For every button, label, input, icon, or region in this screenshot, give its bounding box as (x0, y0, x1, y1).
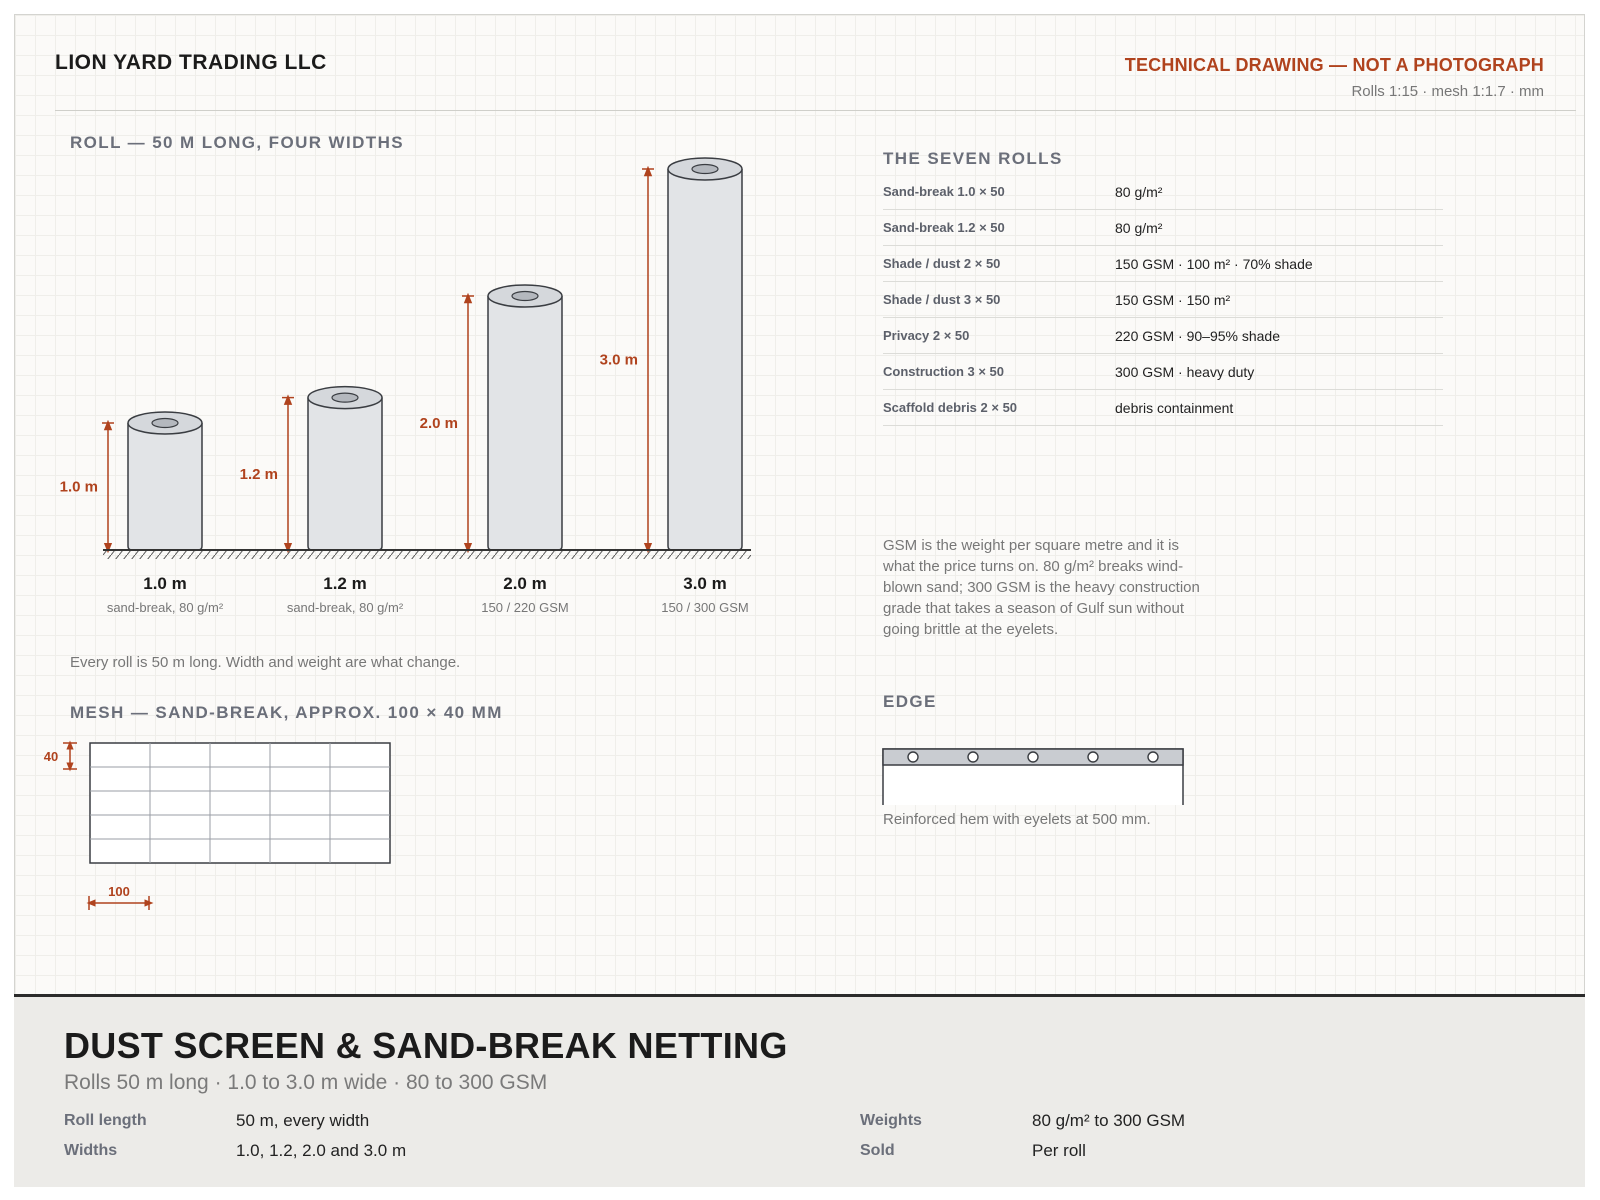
roll-spec-cell: 80 g/m² (1115, 174, 1443, 210)
roll-spec-cell: 150 GSM · 150 m² (1115, 281, 1443, 318)
roll-name-cell: Construction 3 × 50 (883, 353, 1115, 390)
roll-body (127, 423, 203, 551)
roll-elevation-drawing: 1.0 m 1.0 m sand-break, 80 g/m² 1.2 m 1.2 m s… (60, 157, 751, 615)
roll-4: 3.0 m 3.0 m 150 / 300 GSM (600, 157, 749, 615)
roll-spec-cell: 220 GSM · 90–95% shade (1115, 317, 1443, 354)
spec-value-weights: 80 g/m² to 300 GSM (1032, 1111, 1186, 1130)
roll-core (151, 417, 179, 429)
roll-dimension-label: 3.0 m (600, 352, 638, 369)
table-row: Scaffold debris 2 × 50 debris containment (883, 389, 1443, 426)
spec-label-widths: Widths (64, 1142, 118, 1159)
edge-section-title: EDGE (883, 692, 937, 711)
eyelet (907, 751, 919, 763)
spec-value-widths: 1.0, 1.2, 2.0 and 3.0 m (236, 1141, 407, 1160)
roll-2: 1.2 m 1.2 m sand-break, 80 g/m² (240, 385, 404, 615)
roll-spec: sand-break, 80 g/m² (107, 600, 224, 615)
roll-body (307, 397, 383, 551)
table-row: Shade / dust 2 × 50 150 GSM · 100 m² · 70… (883, 245, 1443, 282)
seven-rolls-table: Sand-break 1.0 × 50 80 g/m² Sand-break 1.2… (883, 174, 1443, 426)
mesh-section-title: MESH — SAND-BREAK, APPROX. 100 × 40 MM (70, 703, 503, 722)
drawing-sheet: LION YARD TRADING LLC TECHNICAL DRAWING … (14, 14, 1585, 1187)
roll-core (331, 392, 359, 403)
table-row: Sand-break 1.2 × 50 80 g/m² (883, 209, 1443, 246)
edge-hem-drawing (882, 748, 1184, 805)
roll-spec: 150 / 220 GSM (481, 600, 568, 615)
roll-body (487, 296, 563, 551)
roll-spec-cell: debris containment (1115, 389, 1443, 426)
roll-spec-cell: 80 g/m² (1115, 209, 1443, 246)
mesh-drawing: 40 100 (44, 740, 391, 910)
roll-length-note: Every roll is 50 m long. Width and weigh… (70, 654, 461, 671)
ground-hatch (103, 550, 751, 559)
mesh-height-label: 40 (44, 749, 58, 764)
spec-value-roll-length: 50 m, every width (236, 1111, 370, 1130)
roll-spec-cell: 150 GSM · 100 m² · 70% shade (1115, 245, 1443, 282)
spec-value-sold: Per roll (1032, 1141, 1086, 1160)
roll-spec: 150 / 300 GSM (661, 600, 748, 615)
roll-1: 1.0 m 1.0 m sand-break, 80 g/m² (60, 411, 224, 615)
roll-spec-cell: 300 GSM · heavy duty (1115, 353, 1443, 390)
roll-name-cell: Privacy 2 × 50 (883, 317, 1115, 354)
roll-section-title: ROLL — 50 M LONG, FOUR WIDTHS (70, 133, 405, 152)
roll-dimension-label: 2.0 m (420, 415, 458, 432)
spec-label-roll-length: Roll length (64, 1112, 147, 1129)
eyelet (1027, 751, 1039, 763)
eyelet (967, 751, 979, 763)
roll-dimension-label: 1.0 m (60, 479, 98, 496)
mesh-width-label: 100 (108, 884, 130, 899)
seven-rolls-title: THE SEVEN ROLLS (883, 149, 1063, 168)
header-divider (55, 110, 1576, 111)
roll-name-cell: Sand-break 1.0 × 50 (883, 174, 1115, 210)
roll-width-name: 3.0 m (683, 574, 726, 593)
scale-note: Rolls 1:15 · mesh 1:1.7 · mm (1351, 83, 1544, 100)
roll-3: 2.0 m 2.0 m 150 / 220 GSM (420, 284, 569, 615)
table-row: Sand-break 1.0 × 50 80 g/m² (883, 174, 1443, 210)
eyelet (1087, 751, 1099, 763)
roll-body (667, 169, 743, 551)
roll-core (691, 163, 719, 175)
product-subtitle: Rolls 50 m long · 1.0 to 3.0 m wide · 80… (64, 1071, 548, 1094)
gsm-explanation: GSM is the weight per square metre and i… (883, 537, 1200, 638)
mesh-outline (89, 742, 391, 864)
spec-label-sold: Sold (860, 1142, 895, 1159)
table-row: Shade / dust 3 × 50 150 GSM · 150 m² (883, 281, 1443, 318)
technical-drawing-note: TECHNICAL DRAWING — NOT A PHOTOGRAPH (1124, 55, 1544, 75)
product-title: DUST SCREEN & SAND-BREAK NETTING (64, 1025, 788, 1066)
eyelet (1147, 751, 1159, 763)
company-name: LION YARD TRADING LLC (55, 51, 327, 74)
roll-name-cell: Shade / dust 2 × 50 (883, 245, 1115, 282)
roll-spec: sand-break, 80 g/m² (287, 600, 404, 615)
roll-name-cell: Shade / dust 3 × 50 (883, 281, 1115, 318)
edge-note: Reinforced hem with eyelets at 500 mm. (883, 811, 1151, 828)
roll-width-name: 2.0 m (503, 574, 546, 593)
roll-width-name: 1.0 m (143, 574, 186, 593)
table-row: Construction 3 × 50 300 GSM · heavy duty (883, 353, 1443, 390)
table-row: Privacy 2 × 50 220 GSM · 90–95% shade (883, 317, 1443, 354)
roll-width-name: 1.2 m (323, 574, 366, 593)
footer-panel: DUST SCREEN & SAND-BREAK NETTING Rolls 5… (14, 994, 1585, 1187)
roll-name-cell: Scaffold debris 2 × 50 (883, 389, 1115, 426)
roll-name-cell: Sand-break 1.2 × 50 (883, 209, 1115, 246)
roll-dimension-label: 1.2 m (240, 466, 278, 483)
spec-label-weights: Weights (860, 1112, 922, 1129)
roll-core (511, 290, 539, 302)
